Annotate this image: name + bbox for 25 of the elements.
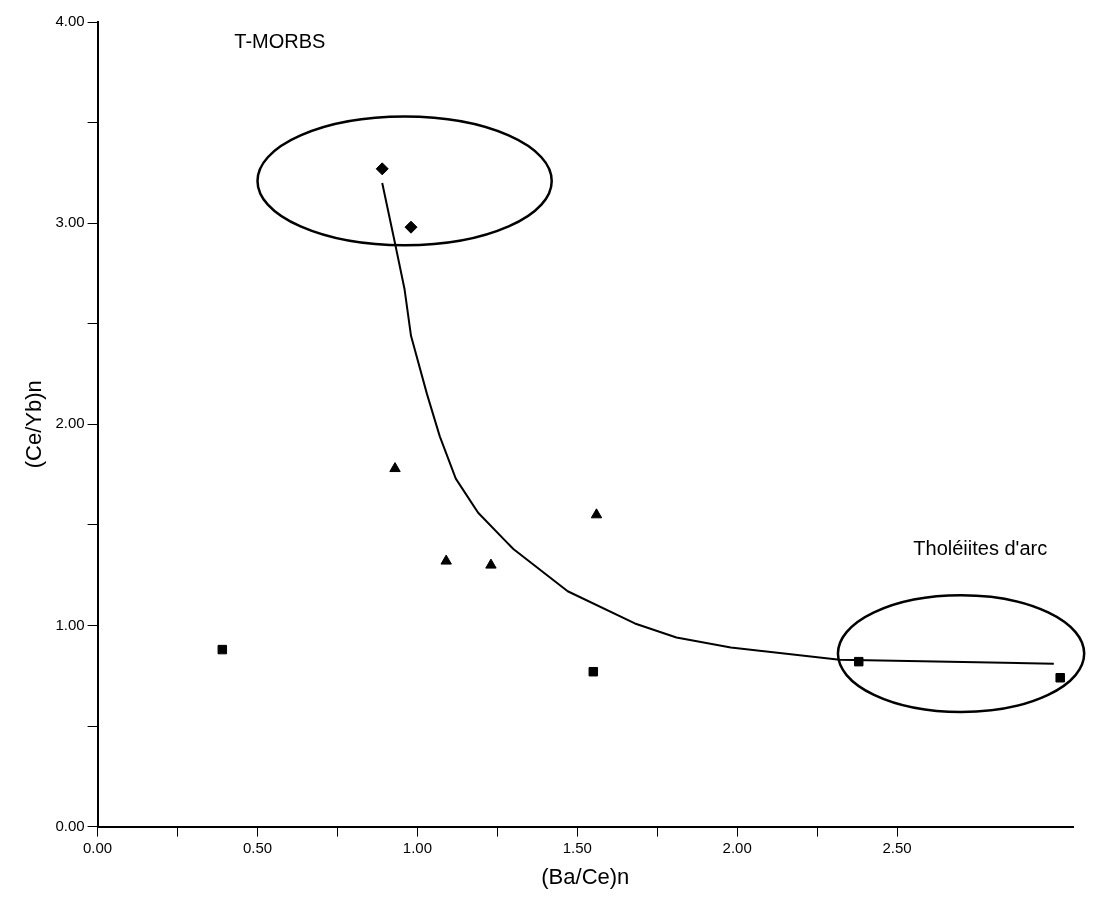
point xyxy=(588,666,599,677)
y-tick-label: 4.00 xyxy=(55,12,85,30)
x-tick-label: 2.00 xyxy=(722,838,752,856)
y-axis-title: (Ce/Yb)n xyxy=(21,380,47,469)
point xyxy=(375,162,389,176)
point xyxy=(853,656,864,667)
point xyxy=(1055,673,1065,683)
annotation: T-MORBS xyxy=(234,29,326,52)
point xyxy=(440,554,452,565)
y-tick-label: 1.00 xyxy=(55,615,85,633)
x-tick-label: 1.00 xyxy=(402,838,432,856)
x-tick-label: 0.50 xyxy=(242,838,273,856)
x-tick-label: 0.00 xyxy=(82,838,113,856)
x-tick-label: 1.50 xyxy=(562,838,592,856)
point xyxy=(389,462,401,473)
y-tick-label: 0.00 xyxy=(55,816,85,834)
x-tick-label: 2.50 xyxy=(882,838,912,856)
y-tick-label: 3.00 xyxy=(55,213,85,231)
point xyxy=(485,558,497,569)
point xyxy=(404,220,418,234)
annotation: Tholéiites d'arc xyxy=(913,536,1048,559)
point xyxy=(590,508,603,519)
x-axis-title: (Ba/Ce)n xyxy=(541,863,630,889)
point xyxy=(217,644,228,655)
y-tick-label: 2.00 xyxy=(55,414,85,432)
